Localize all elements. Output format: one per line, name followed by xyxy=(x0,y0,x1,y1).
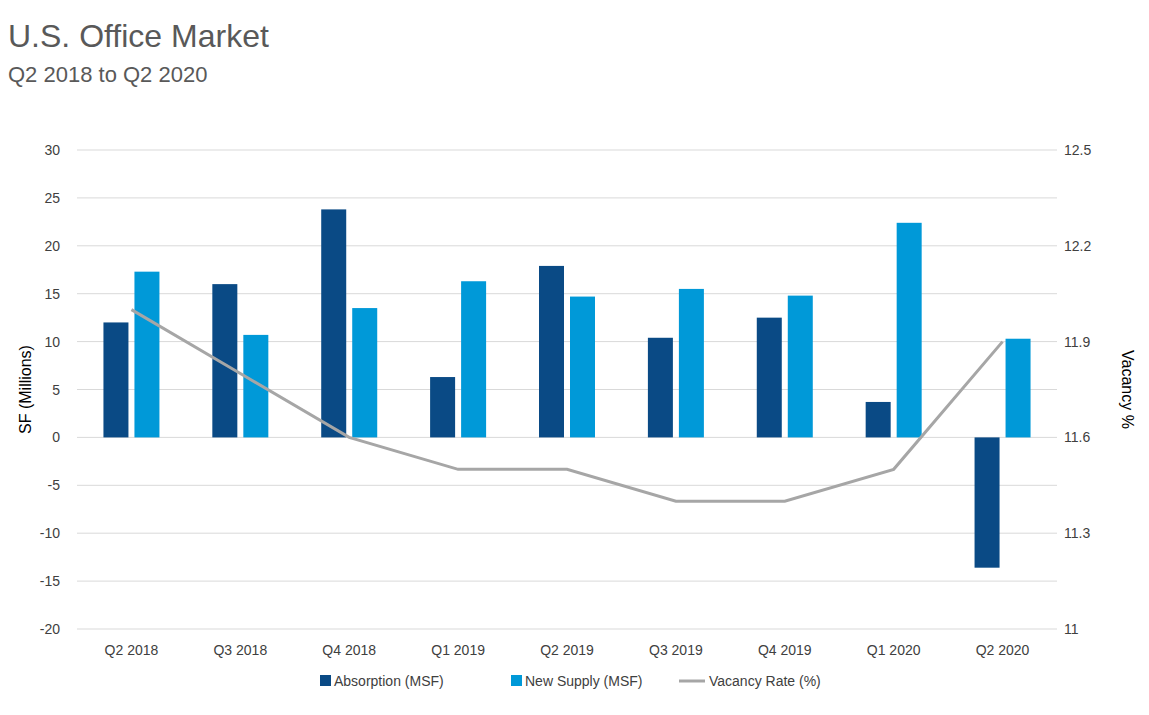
marks xyxy=(103,209,1030,567)
x-tick-label: Q2 2018 xyxy=(105,642,159,658)
bar xyxy=(866,402,891,437)
subtitle: Q2 2018 to Q2 2020 xyxy=(8,62,207,87)
x-tick-label: Q1 2019 xyxy=(431,642,485,658)
legend-swatch xyxy=(679,680,705,683)
title: U.S. Office Market xyxy=(8,18,269,54)
grid-line xyxy=(77,533,1057,534)
bar xyxy=(461,281,486,437)
grid-line xyxy=(77,197,1057,198)
grid-line xyxy=(77,581,1057,582)
grid-line xyxy=(77,629,1057,630)
bar xyxy=(134,272,159,438)
bar xyxy=(975,437,1000,567)
grid-line xyxy=(77,150,1057,151)
y2-tick-label: 11.9 xyxy=(1064,334,1090,350)
y-tick-label: -5 xyxy=(48,477,61,493)
chart-container: U.S. Office Market Q2 2018 to Q2 2020 -20 -… xyxy=(0,0,1149,715)
legend-label: New Supply (MSF) xyxy=(525,673,642,689)
legend-label: Vacancy Rate (%) xyxy=(709,673,821,689)
bar xyxy=(1006,339,1031,438)
y-tick-label: 25 xyxy=(44,190,60,206)
y-tick-label: 15 xyxy=(44,286,60,302)
legend-swatch xyxy=(511,675,522,686)
y2-axis-label: Vacancy % xyxy=(1119,350,1136,429)
x-tick-label: Q4 2019 xyxy=(758,642,812,658)
bar xyxy=(430,377,455,437)
y-tick-label: -20 xyxy=(40,621,60,637)
x-tick-label: Q4 2018 xyxy=(322,642,376,658)
y-tick-label: 20 xyxy=(44,238,60,254)
chart-svg: U.S. Office Market Q2 2018 to Q2 2020 -20 -… xyxy=(0,0,1149,715)
y2-tick-label: 11.6 xyxy=(1064,429,1090,445)
y2-tick-label: 11 xyxy=(1064,621,1079,637)
bar xyxy=(757,318,782,438)
y-tick-label: 5 xyxy=(52,382,60,398)
x-tick-label: Q1 2020 xyxy=(867,642,921,658)
x-tick-label: Q3 2019 xyxy=(649,642,703,658)
y-tick-label: 30 xyxy=(44,142,60,158)
bar xyxy=(897,223,922,438)
x-tick-label: Q2 2020 xyxy=(976,642,1030,658)
line xyxy=(131,310,1002,502)
bar xyxy=(648,338,673,438)
y-tick-label: 10 xyxy=(44,334,60,350)
bar xyxy=(539,266,564,437)
legend-swatch xyxy=(320,675,331,686)
y-tick-label: -15 xyxy=(40,573,60,589)
bar xyxy=(321,209,346,437)
grid-line xyxy=(77,485,1057,486)
legend: Absorption (MSF) New Supply (MSF) Vacancy … xyxy=(320,673,821,689)
bar xyxy=(679,289,704,437)
y-tick-label: -10 xyxy=(40,525,60,541)
y2-tick-label: 11.3 xyxy=(1064,525,1090,541)
bar xyxy=(570,297,595,438)
bar xyxy=(103,322,128,437)
y-tick-label: 0 xyxy=(52,429,60,445)
y2-tick-label: 12.5 xyxy=(1064,142,1091,158)
legend-label: Absorption (MSF) xyxy=(334,673,444,689)
x-tick-label: Q3 2018 xyxy=(213,642,267,658)
y2-tick-label: 12.2 xyxy=(1064,238,1091,254)
bar xyxy=(788,296,813,438)
x-tick-label: Q2 2019 xyxy=(540,642,594,658)
bar xyxy=(352,308,377,437)
y-axis-label: SF (Millions) xyxy=(17,345,34,434)
